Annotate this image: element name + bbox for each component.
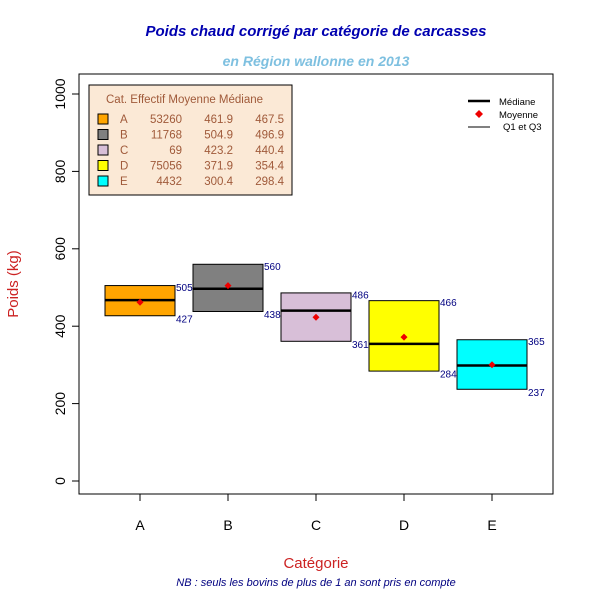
legend-effectif: 11768: [151, 130, 182, 142]
y-tick-label: 600: [52, 237, 68, 261]
key-quartile-label: Q1 et Q3: [503, 122, 542, 133]
q1-label-D: 284: [440, 370, 457, 381]
legend-cat: E: [120, 176, 128, 188]
key-mean-marker: [475, 110, 483, 118]
q1-label-A: 427: [176, 314, 193, 325]
q3-label-D: 466: [440, 298, 457, 309]
legend-moyenne: 504.9: [204, 130, 233, 142]
chart-title: Poids chaud corrigé par catégorie de car…: [146, 23, 487, 40]
q3-label-C: 486: [352, 290, 369, 301]
key-legend: Médiane Moyenne Q1 et Q3: [468, 97, 542, 133]
x-tick-label: C: [311, 517, 321, 533]
x-tick-label: E: [487, 517, 496, 533]
y-tick-label: 400: [52, 314, 68, 338]
q1-label-E: 237: [528, 388, 545, 399]
mean-marker-A: [136, 298, 144, 306]
legend-moyenne: 371.9: [204, 161, 233, 173]
x-tick-label: D: [399, 517, 409, 533]
q3-label-A: 505: [176, 283, 193, 294]
table-legend-header: Cat. Effectif Moyenne Médiane: [106, 94, 263, 106]
chart-subtitle: en Région wallonne en 2013: [223, 53, 410, 69]
table-legend-rows: A 53260 461.9 467.5 B 11768 504.9 496.9 C 69 423.2…: [97, 113, 285, 188]
legend-cat: D: [120, 161, 128, 173]
legend-mediane: 496.9: [255, 130, 284, 142]
legend-swatch-D: [97, 160, 109, 171]
legend-moyenne: 300.4: [204, 176, 233, 188]
legend-effectif: 75056: [150, 161, 182, 173]
legend-mediane: 298.4: [255, 176, 284, 188]
y-tick-label: 200: [52, 392, 68, 416]
footnote: NB : seuls les bovins de plus de 1 an so…: [176, 577, 455, 589]
legend-mediane: 354.4: [255, 161, 284, 173]
key-median-label: Médiane: [499, 97, 535, 108]
table-legend-box: [88, 84, 293, 196]
legend-cat: C: [120, 145, 128, 157]
legend-moyenne: 461.9: [204, 114, 233, 126]
x-axis-label: Catégorie: [283, 555, 348, 572]
legend-effectif: 53260: [150, 114, 182, 126]
y-tick-label: 1000: [52, 78, 68, 109]
y-axis-label: Poids (kg): [5, 250, 22, 318]
table-legend: Cat. Effectif Moyenne Médiane A 53260 461.…: [88, 84, 293, 196]
legend-mediane: 440.4: [255, 145, 284, 157]
boxes-group: 505 427 560 438 486 361 466 284 365 237: [104, 262, 545, 399]
legend-swatch-E: [97, 175, 109, 187]
legend-cat: A: [120, 114, 128, 126]
legend-swatch-A: [97, 113, 109, 125]
legend-effectif: 69: [169, 145, 182, 157]
y-axis: 0 200 400 600 800 1000: [52, 78, 80, 485]
legend-cat: B: [120, 130, 128, 142]
q1-label-B: 438: [264, 310, 281, 321]
legend-swatch-C: [97, 144, 109, 156]
mean-marker-D: [400, 333, 408, 341]
legend-effectif: 4432: [156, 176, 182, 188]
x-axis: A B C D E: [135, 493, 497, 533]
y-tick-label: 800: [52, 160, 68, 184]
q1-label-C: 361: [352, 340, 369, 351]
key-mean-label: Moyenne: [499, 110, 538, 121]
q3-label-B: 560: [264, 262, 281, 273]
x-tick-label: B: [223, 517, 232, 533]
mean-marker-C: [312, 313, 320, 321]
y-tick-label: 0: [52, 477, 68, 485]
x-tick-label: A: [135, 517, 145, 533]
legend-moyenne: 423.2: [204, 145, 233, 157]
mean-marker-B: [224, 282, 232, 290]
legend-mediane: 467.5: [255, 114, 284, 126]
mean-marker-E: [488, 361, 496, 369]
q3-label-E: 365: [528, 337, 545, 348]
legend-swatch-B: [97, 129, 109, 140]
